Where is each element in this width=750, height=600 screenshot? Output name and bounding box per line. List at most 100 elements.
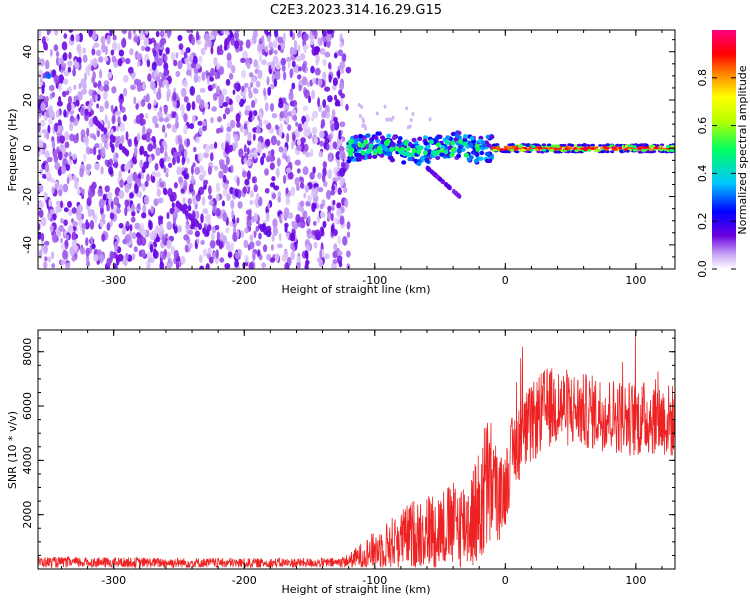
heatmap-cell [232, 89, 236, 95]
heatmap-cell [107, 191, 113, 199]
heatmap-cell [235, 94, 241, 103]
heatmap-cell [145, 136, 151, 143]
heatmap-cell [129, 48, 134, 56]
heatmap-cell [341, 53, 347, 63]
colorbar-tick-label: 0.4 [696, 165, 709, 183]
heatmap-cell [76, 43, 82, 54]
heatmap-cell [151, 176, 156, 183]
heatmap-cell [73, 59, 78, 69]
heatmap-cell [152, 115, 158, 125]
heatmap-cell [264, 102, 269, 112]
heatmap-cell [295, 214, 301, 224]
heatmap-cell [210, 117, 214, 124]
heatmap-cell [85, 219, 89, 229]
heatmap-cell [507, 143, 513, 147]
heatmap-cell [172, 216, 177, 224]
heatmap-cell [637, 150, 643, 154]
heatmap-cell [147, 73, 152, 82]
figure-title: C2E3.2023.314.16.29.G15 [270, 3, 442, 18]
heatmap-cell [314, 229, 321, 238]
heatmap-cell [308, 233, 313, 239]
heatmap-cell [136, 132, 141, 142]
colorbar-label: Normalized spectral amplitude [736, 65, 749, 234]
heatmap-cell [311, 89, 316, 100]
heatmap-cell [290, 186, 296, 197]
heatmap-cell [441, 179, 446, 185]
heatmap-cell [236, 217, 240, 224]
heatmap-cell [511, 145, 517, 149]
heatmap-cell [175, 70, 181, 78]
heatmap-cell [146, 93, 150, 103]
heatmap-cell [202, 170, 207, 177]
heatmap-cell [385, 151, 391, 156]
heatmap-cell [339, 41, 343, 48]
heatmap-cell [286, 232, 291, 239]
heatmap-cell [369, 137, 375, 142]
heatmap-cell [178, 43, 184, 51]
heatmap-cell [224, 263, 231, 269]
heatmap-cell [324, 51, 331, 58]
heatmap-cell [336, 208, 342, 218]
heatmap-cell [268, 41, 274, 49]
heatmap-cell [93, 254, 99, 262]
heatmap-cell [221, 30, 225, 34]
heatmap-cell [216, 85, 221, 96]
heatmap-cell [177, 60, 183, 70]
heatmap-cell [209, 76, 214, 82]
heatmap-cell [339, 150, 346, 160]
heatmap-cell [50, 49, 53, 57]
heatmap-cell [68, 86, 72, 94]
heatmap-cell [251, 100, 256, 109]
heatmap-cell [239, 45, 243, 52]
heatmap-cell [213, 56, 218, 66]
heatmap-cell [368, 143, 374, 149]
heatmap-cell [143, 195, 150, 205]
heatmap-cell [586, 149, 592, 152]
heatmap-cell [227, 251, 233, 258]
heatmap-cell [60, 242, 65, 251]
heatmap-cell [303, 128, 310, 137]
heatmap-cell [311, 126, 318, 135]
heatmap-cell [173, 87, 177, 93]
heatmap-cell [315, 186, 319, 195]
heatmap-cell [307, 215, 311, 225]
heatmap-cell [396, 139, 402, 145]
heatmap-cell [648, 148, 654, 152]
heatmap-cell [167, 30, 171, 39]
heatmap-cell [495, 146, 500, 150]
heatmap-cell [66, 102, 72, 112]
heatmap-cell [134, 222, 141, 230]
heatmap-cell [253, 149, 258, 160]
heatmap-cell [49, 216, 54, 222]
heatmap-cell [302, 33, 309, 41]
heatmap-cell [38, 223, 41, 231]
heatmap-cell [479, 150, 485, 156]
heatmap-cell [246, 147, 250, 155]
heatmap-cell [199, 186, 205, 195]
heatmap-cell [293, 64, 300, 74]
heatmap-cell [118, 49, 125, 57]
heatmap-cell [226, 59, 233, 69]
heatmap-cell [87, 66, 90, 77]
heatmap-cell [141, 212, 147, 219]
heatmap-cell [138, 226, 143, 234]
heatmap-cell [257, 249, 261, 257]
heatmap-cell [85, 247, 90, 258]
heatmap-cell [284, 226, 288, 233]
heatmap-cell [257, 140, 262, 150]
heatmap-cell [255, 240, 262, 247]
heatmap-cell [642, 146, 647, 150]
heatmap-cell [343, 186, 348, 194]
heatmap-cell [122, 114, 127, 122]
heatmap-cell [105, 141, 109, 150]
heatmap-cell [333, 217, 339, 224]
heatmap-cell [240, 69, 247, 79]
heatmap-cell [301, 63, 306, 72]
heatmap-cell [222, 101, 229, 107]
colorbar-tick-label: 0.8 [696, 69, 709, 87]
heatmap-cell [249, 234, 254, 242]
heatmap-cell [279, 122, 283, 133]
heatmap-cell [329, 152, 333, 163]
heatmap-cell [286, 155, 291, 164]
